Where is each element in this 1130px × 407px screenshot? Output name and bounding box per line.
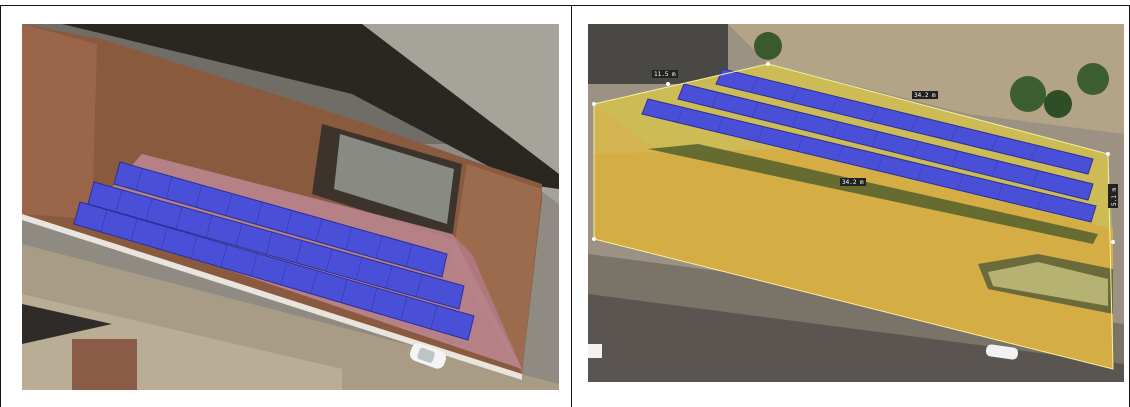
left-aerial-roof-view [22, 24, 559, 390]
right-aerial-roof-view: 11.5 m 34.2 m 34.2 m 5.1 m [588, 24, 1124, 382]
left-border [0, 5, 1, 407]
left-solar-panel-rows [73, 161, 475, 341]
top-border [0, 5, 1130, 6]
measurement-label-1: 11.5 m [652, 70, 678, 78]
svg-text:5.1 m: 5.1 m [1111, 188, 1118, 206]
measurement-label-2: 34.2 m [912, 91, 938, 99]
car-icon [985, 344, 1019, 360]
right-solar-panel-rows [641, 68, 1097, 223]
svg-text:11.5 m: 11.5 m [654, 71, 676, 78]
measurement-label-3: 34.2 m [840, 178, 866, 186]
middle-divider [571, 5, 572, 407]
car-icon [409, 343, 447, 369]
left-aerial-svg [22, 24, 559, 390]
svg-text:34.2 m: 34.2 m [842, 179, 864, 186]
right-aerial-svg: 11.5 m 34.2 m 34.2 m 5.1 m [588, 24, 1124, 382]
measurement-label-4: 5.1 m [1108, 184, 1118, 208]
svg-text:34.2 m: 34.2 m [914, 92, 936, 99]
